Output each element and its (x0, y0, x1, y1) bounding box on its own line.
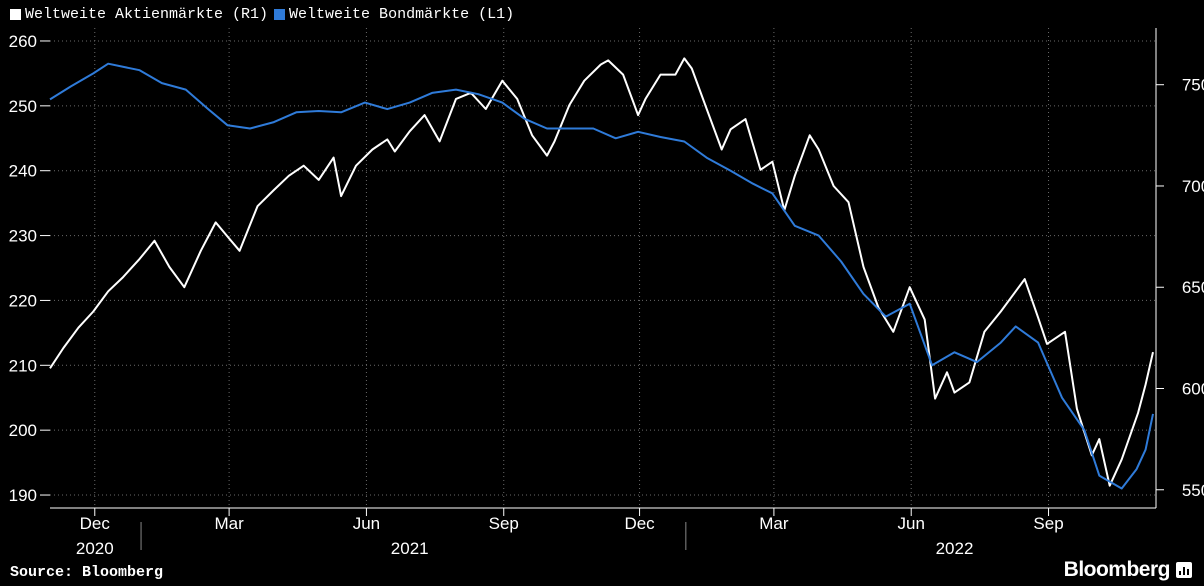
left-tick-label: 210 (9, 356, 37, 375)
left-tick-label: 220 (9, 291, 37, 310)
legend: Weltweite Aktienmärkte (R1) Weltweite Bo… (10, 4, 520, 24)
right-tick-label: 650 (1182, 278, 1204, 297)
legend-swatch-bonds (274, 8, 286, 20)
bloomberg-logo: Bloomberg (1063, 558, 1171, 581)
legend-swatch-stocks (10, 8, 21, 20)
series-line-stocks (49, 57, 1154, 487)
year-label: 2021 (391, 539, 429, 558)
source-note: Source: Bloomberg (10, 564, 164, 581)
x-tick-label: Jun (898, 514, 925, 533)
legend-item-bonds: Weltweite Bondmärkte (L1) (274, 6, 514, 23)
x-tick-label: Dec (80, 514, 111, 533)
x-tick-label: Mar (759, 514, 789, 533)
left-tick-label: 200 (9, 421, 37, 440)
x-tick-label: Mar (214, 514, 244, 533)
left-tick-label: 260 (9, 32, 37, 51)
right-tick-label: 550 (1182, 481, 1204, 500)
legend-item-stocks: Weltweite Aktienmärkte (R1) (10, 6, 268, 23)
right-tick-label: 600 (1182, 380, 1204, 399)
legend-label-bonds: Weltweite Bondmärkte (L1) (289, 5, 515, 23)
right-tick-label: 750 (1182, 76, 1204, 95)
x-tick-label: Dec (624, 514, 655, 533)
series-line-bonds (49, 62, 1154, 490)
year-label: 2020 (76, 539, 114, 558)
left-tick-label: 190 (9, 486, 37, 505)
x-tick-label: Sep (1033, 514, 1063, 533)
legend-label-stocks: Weltweite Aktienmärkte (R1) (25, 5, 269, 23)
x-tick-label: Jun (353, 514, 380, 533)
left-tick-label: 230 (9, 227, 37, 246)
left-tick-label: 240 (9, 162, 37, 181)
year-label: 2022 (936, 539, 974, 558)
left-tick-label: 250 (9, 97, 37, 116)
x-tick-label: Sep (489, 514, 519, 533)
bar-chart-icon (1176, 562, 1192, 578)
right-tick-label: 700 (1182, 177, 1204, 196)
